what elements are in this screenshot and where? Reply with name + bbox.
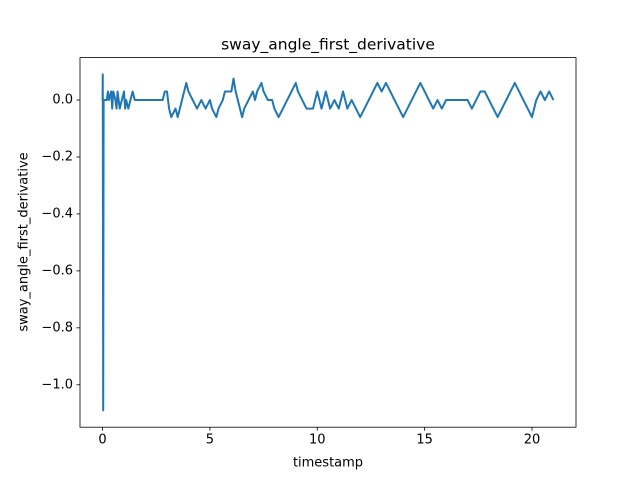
y-axis-label: sway_angle_first_derivative [17, 152, 32, 331]
y-tick-label: −0.4 [41, 206, 73, 221]
x-tick-label: 10 [309, 433, 326, 448]
chart-title: sway_angle_first_derivative [221, 36, 435, 55]
x-tick-label: 15 [416, 433, 433, 448]
x-axis-label: timestamp [293, 456, 363, 471]
x-tick-label: 20 [524, 433, 541, 448]
x-tick-label: 5 [206, 433, 214, 448]
data-line [101, 73, 555, 412]
y-tick-label: −0.2 [41, 149, 73, 164]
plot-frame [79, 57, 577, 428]
y-tick-label: −0.8 [41, 320, 73, 335]
y-tick-label: −1.0 [41, 377, 73, 392]
y-tick-label: −0.6 [41, 263, 73, 278]
x-tick-label: 0 [98, 433, 106, 448]
y-tick-label: 0.0 [52, 93, 73, 108]
